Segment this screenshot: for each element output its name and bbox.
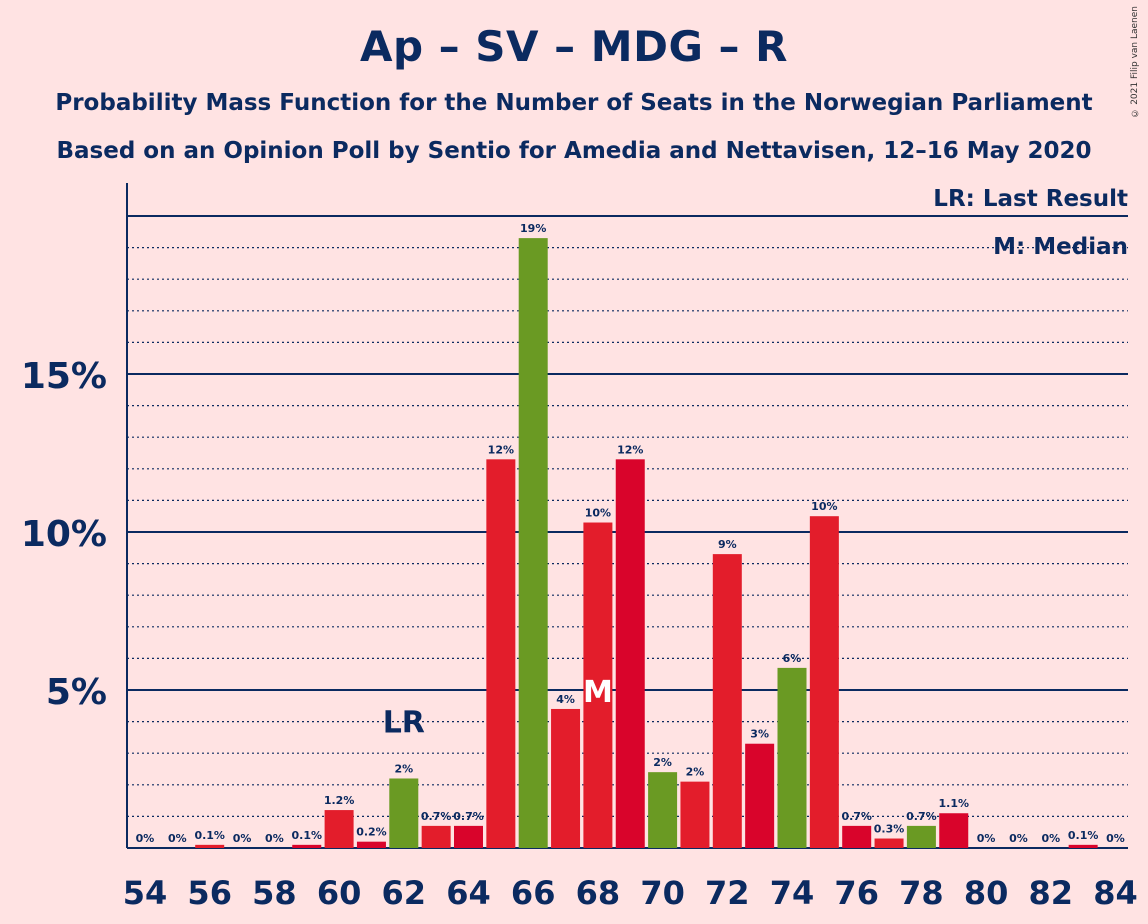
bar-seat-75 [809,516,839,848]
bar-seat-63 [421,825,451,848]
x-tick-label: 56 [187,874,232,912]
value-label-seat-57: 0% [233,832,252,845]
x-tick-label: 80 [964,874,1009,912]
value-label-seat-66: 19% [520,222,546,235]
x-tick-label: 62 [382,874,427,912]
value-label-seat-72: 9% [718,538,737,551]
x-tick-label: 72 [705,874,750,912]
value-label-seat-70: 2% [653,756,672,769]
value-label-seat-60: 1.2% [324,794,355,807]
x-tick-label: 58 [252,874,297,912]
value-label-seat-80: 0% [977,832,996,845]
value-label-seat-82: 0% [1041,832,1060,845]
value-label-seat-65: 12% [488,443,514,456]
bar-seat-60 [324,810,354,848]
value-label-seat-83: 0.1% [1068,829,1099,842]
value-label-seat-84: 0% [1106,832,1125,845]
value-label-seat-55: 0% [168,832,187,845]
y-tick-label: 10% [21,514,107,555]
value-label-seat-67: 4% [556,693,575,706]
bar-seat-83 [1068,844,1098,848]
last-result-marker: LR [383,705,425,740]
bar-seat-69 [615,459,645,848]
bar-seat-59 [292,844,322,848]
bar-seat-72 [712,554,742,848]
bar-seat-56 [195,844,225,848]
value-label-seat-75: 10% [811,500,837,513]
bar-seat-79 [939,813,969,848]
value-label-seat-64: 0.7% [453,810,484,823]
value-label-seat-81: 0% [1009,832,1028,845]
x-tick-label: 64 [446,874,491,912]
chart-title: Ap – SV – MDG – R [359,22,789,71]
x-tick-label: 74 [770,874,815,912]
bar-seat-67 [551,708,581,848]
median-marker: M [583,675,613,710]
value-label-seat-71: 2% [686,766,705,779]
chart-subtitle-2: Based on an Opinion Poll by Sentio for A… [56,138,1092,164]
value-label-seat-62: 2% [394,762,413,775]
x-tick-label: 84 [1093,874,1138,912]
chart-subtitle-1: Probability Mass Function for the Number… [55,90,1093,116]
bar-seat-73 [745,743,775,848]
value-label-seat-61: 0.2% [356,826,387,839]
value-label-seat-77: 0.3% [874,823,905,836]
x-tick-label: 76 [834,874,879,912]
value-label-seat-76: 0.7% [841,810,872,823]
value-label-seat-54: 0% [136,832,155,845]
value-label-seat-58: 0% [265,832,284,845]
bar-seat-70 [648,772,678,848]
bar-seat-78 [906,825,936,848]
value-label-seat-59: 0.1% [291,829,322,842]
value-label-seat-73: 3% [750,728,769,741]
y-tick-label: 5% [46,672,107,713]
value-label-seat-79: 1.1% [938,797,969,810]
value-label-seat-63: 0.7% [421,810,452,823]
bar-seat-65 [486,459,516,848]
x-tick-label: 78 [899,874,944,912]
value-label-seat-56: 0.1% [194,829,225,842]
x-tick-label: 54 [123,874,168,912]
x-tick-label: 66 [511,874,556,912]
y-tick-label: 15% [21,356,107,397]
value-label-seat-78: 0.7% [906,810,937,823]
x-tick-label: 60 [317,874,362,912]
bar-seat-68 [583,522,613,848]
bar-seat-74 [777,667,807,848]
bar-seat-64 [454,825,483,848]
x-tick-label: 68 [576,874,621,912]
x-tick-label: 82 [1029,874,1074,912]
bar-seat-62 [389,778,419,848]
legend-last-result: LR: Last Result [933,186,1128,212]
value-label-seat-68: 10% [585,507,611,520]
x-tick-label: 70 [640,874,685,912]
bar-seat-76 [842,825,872,848]
value-label-seat-74: 6% [783,652,802,665]
value-label-seat-69: 12% [617,443,643,456]
bar-seat-66 [518,238,548,848]
bar-seat-71 [680,781,710,848]
bar-seat-77 [874,838,904,848]
bar-seat-61 [356,841,386,848]
legend-median: M: Median [993,234,1128,260]
